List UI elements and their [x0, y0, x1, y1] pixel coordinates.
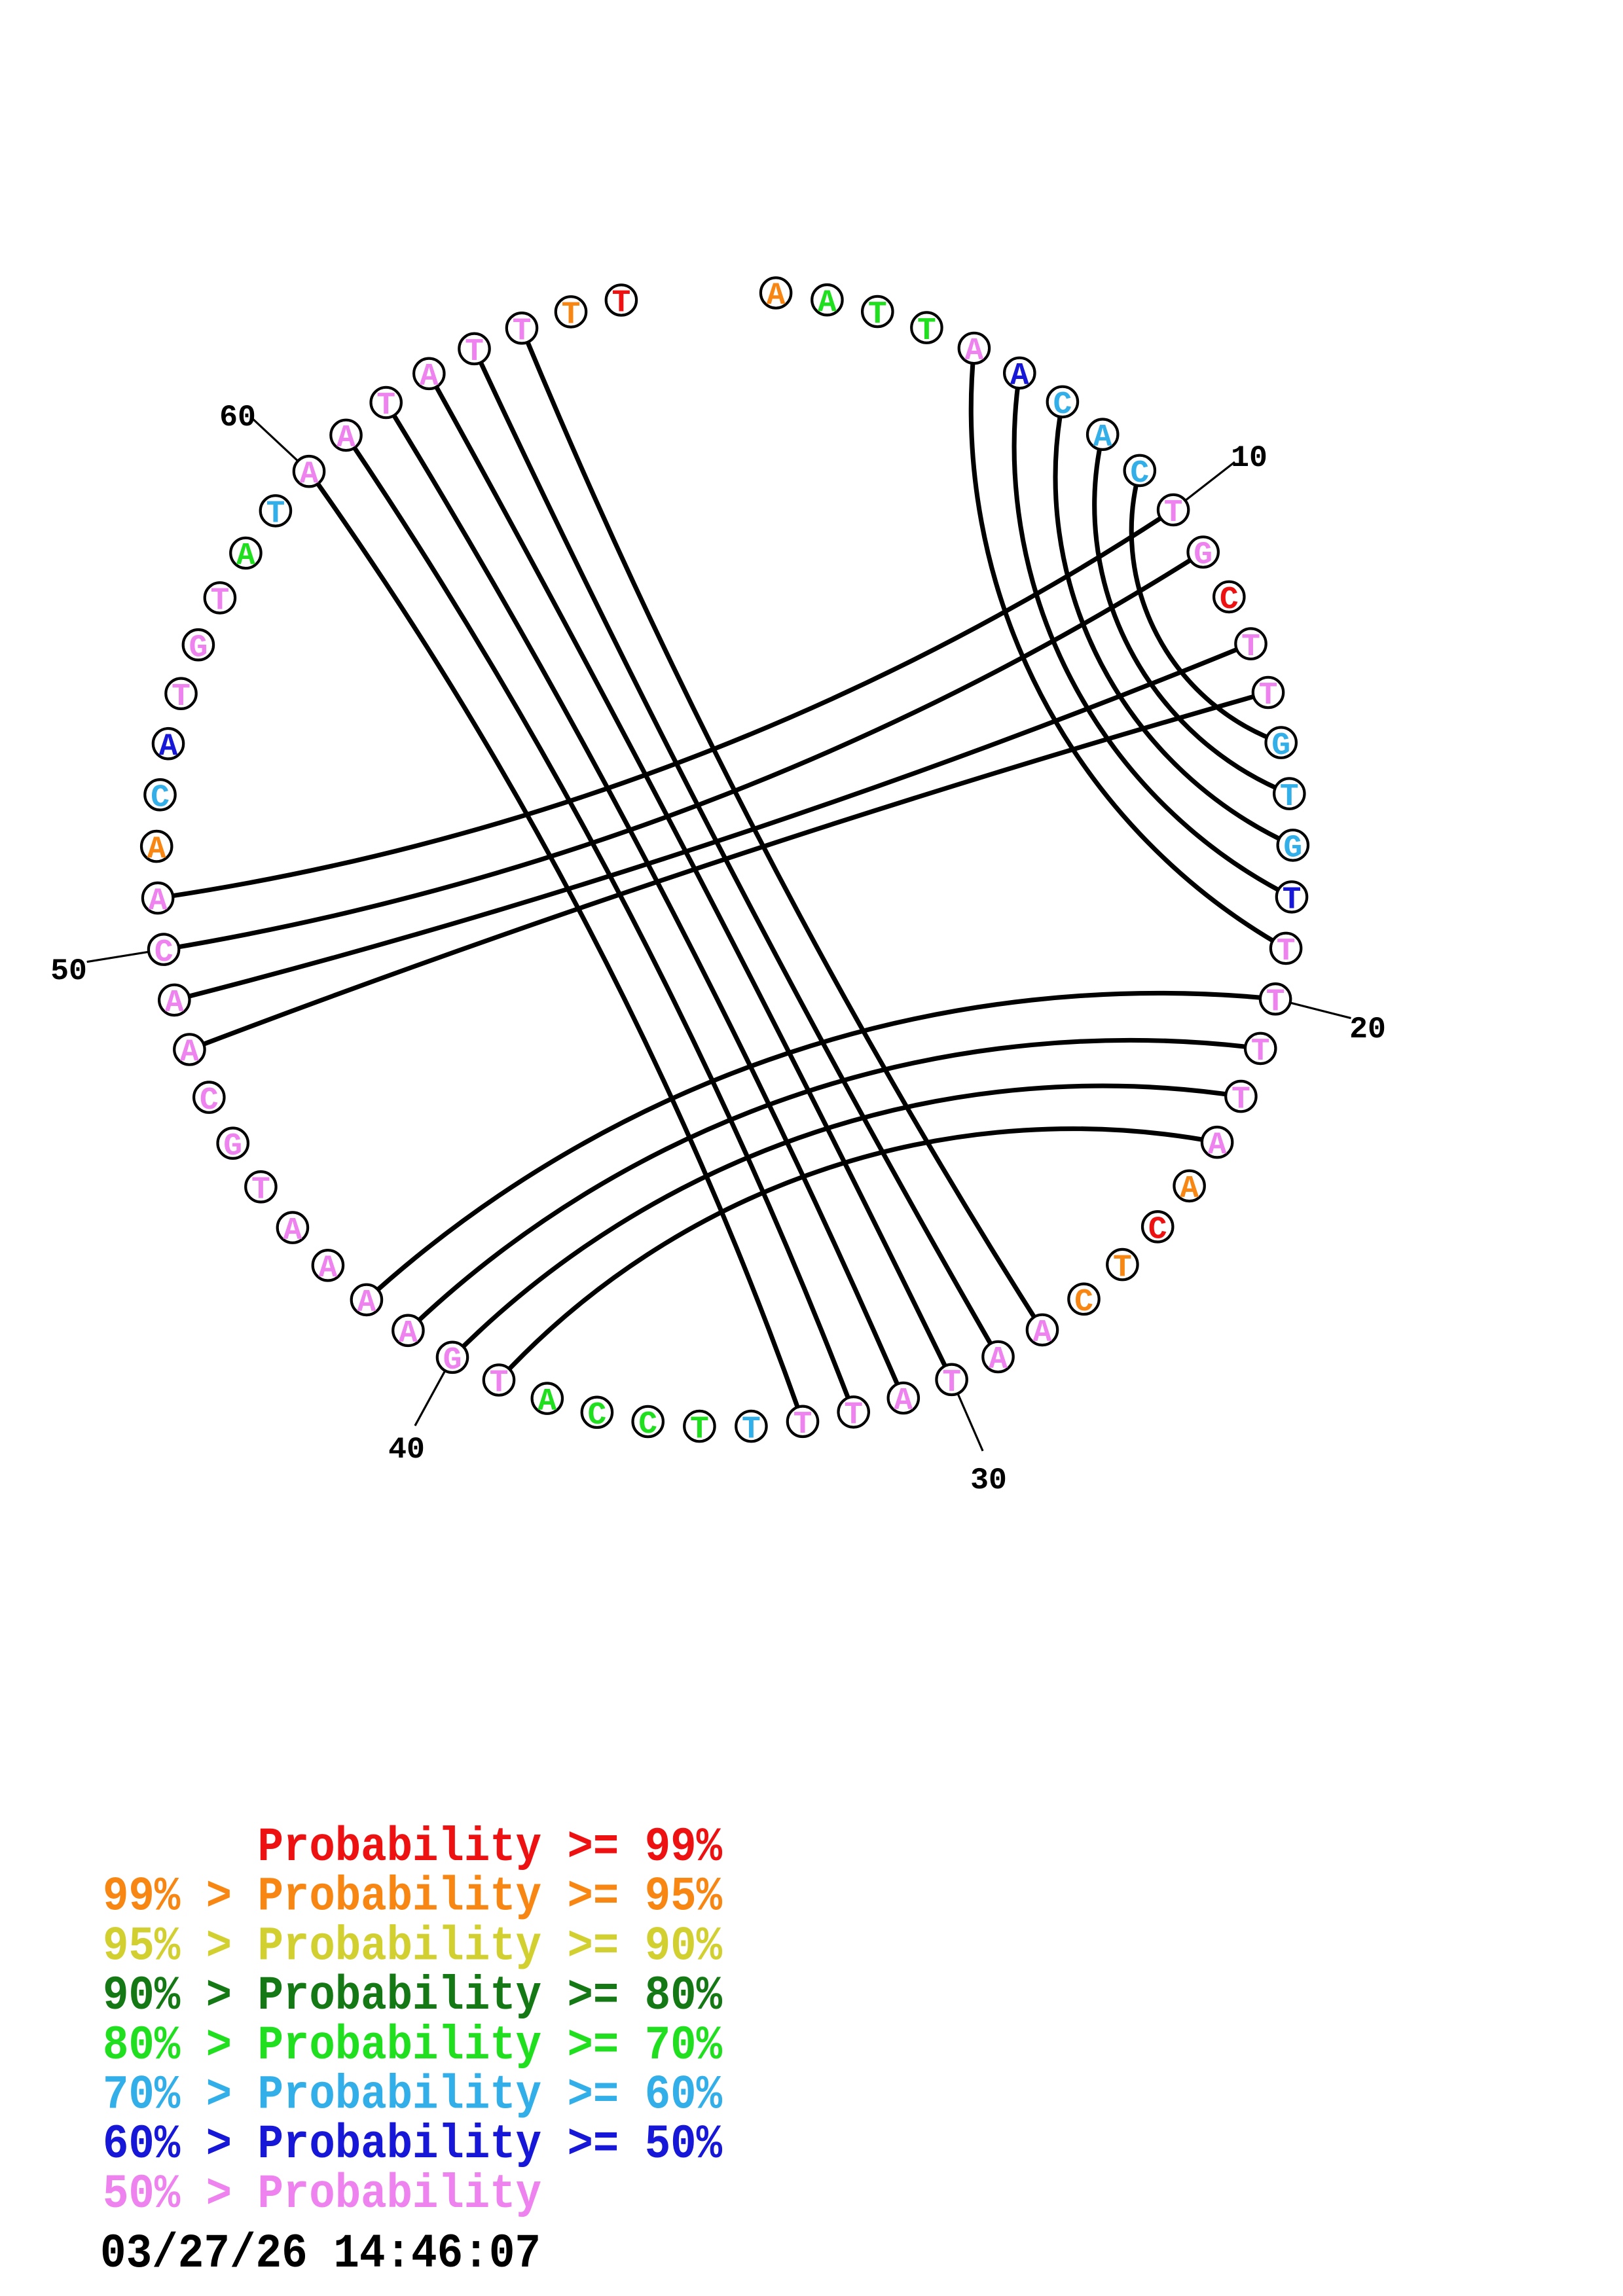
svg-text:99% > Probability >= 95%: 99% > Probability >= 95%: [103, 1870, 722, 1924]
svg-text:C: C: [200, 1083, 219, 1119]
svg-text:T: T: [1251, 1034, 1270, 1069]
svg-text:T: T: [844, 1398, 863, 1433]
svg-text:T: T: [251, 1173, 270, 1208]
svg-text:T: T: [742, 1412, 761, 1447]
svg-text:A: A: [1180, 1172, 1199, 1207]
svg-text:50: 50: [50, 954, 87, 988]
svg-text:A: A: [894, 1384, 913, 1419]
svg-text:G: G: [223, 1129, 242, 1164]
svg-text:A: A: [149, 884, 168, 919]
svg-text:G: G: [1271, 728, 1290, 764]
svg-text:G: G: [189, 630, 208, 666]
svg-text:95% > Probability >= 90%: 95% > Probability >= 90%: [103, 1919, 722, 1973]
svg-text:A: A: [767, 279, 786, 314]
svg-text:T: T: [210, 584, 229, 619]
svg-text:C: C: [1074, 1285, 1093, 1320]
svg-text:T: T: [793, 1407, 812, 1443]
svg-text:T: T: [1259, 678, 1278, 713]
svg-text:A: A: [1033, 1316, 1052, 1351]
svg-text:A: A: [300, 457, 319, 492]
svg-text:T: T: [1241, 630, 1260, 665]
svg-text:A: A: [989, 1342, 1008, 1378]
svg-text:T: T: [1283, 883, 1302, 918]
svg-text:A: A: [818, 285, 837, 321]
svg-text:T: T: [1113, 1250, 1132, 1285]
svg-text:T: T: [562, 298, 581, 333]
svg-text:C: C: [1148, 1213, 1167, 1248]
svg-text:T: T: [690, 1412, 709, 1447]
svg-text:T: T: [513, 314, 532, 350]
svg-text:50% > Probability: 50% > Probability: [103, 2167, 541, 2221]
svg-text:T: T: [465, 334, 484, 370]
svg-text:60% > Probability >= 50%: 60% > Probability >= 50%: [103, 2117, 722, 2172]
svg-text:A: A: [420, 359, 439, 395]
svg-text:T: T: [1277, 934, 1296, 969]
svg-text:C: C: [587, 1398, 606, 1433]
svg-text:80% > Probability >= 70%: 80% > Probability >= 70%: [103, 2018, 722, 2073]
svg-text:A: A: [337, 421, 356, 456]
svg-text:03/27/26 14:46:07: 03/27/26 14:46:07: [100, 2227, 541, 2281]
svg-text:T: T: [1164, 495, 1183, 531]
svg-text:A: A: [1093, 420, 1112, 456]
svg-text:G: G: [443, 1343, 462, 1378]
svg-text:T: T: [266, 497, 285, 532]
svg-text:T: T: [1280, 780, 1299, 815]
svg-text:T: T: [917, 314, 936, 349]
svg-text:70% > Probability >= 60%: 70% > Probability >= 60%: [103, 2068, 722, 2123]
svg-text:A: A: [283, 1213, 302, 1249]
svg-text:A: A: [318, 1251, 337, 1287]
svg-text:A: A: [357, 1285, 376, 1321]
svg-text:T: T: [376, 388, 395, 423]
svg-text:A: A: [1208, 1128, 1227, 1163]
svg-text:40: 40: [388, 1432, 425, 1467]
svg-text:Probability >= 99%: Probability >= 99%: [103, 1820, 722, 1874]
svg-text:10: 10: [1231, 440, 1267, 475]
svg-text:90% > Probability >= 80%: 90% > Probability >= 80%: [103, 1969, 722, 2023]
svg-text:C: C: [1053, 387, 1072, 423]
svg-text:C: C: [1130, 456, 1149, 492]
svg-text:A: A: [538, 1384, 556, 1420]
svg-text:G: G: [1283, 831, 1302, 867]
svg-text:30: 30: [970, 1463, 1007, 1498]
svg-text:A: A: [147, 832, 166, 867]
svg-text:A: A: [1010, 359, 1029, 394]
svg-text:A: A: [159, 729, 178, 764]
svg-text:T: T: [1266, 985, 1285, 1020]
svg-text:C: C: [151, 781, 170, 816]
svg-text:20: 20: [1349, 1012, 1386, 1047]
svg-text:A: A: [399, 1316, 418, 1352]
svg-text:60: 60: [219, 400, 256, 435]
svg-text:C: C: [1220, 583, 1239, 618]
svg-text:T: T: [868, 297, 887, 332]
svg-text:A: A: [180, 1035, 199, 1071]
svg-text:G: G: [1194, 538, 1213, 573]
svg-text:C: C: [638, 1407, 657, 1443]
svg-text:T: T: [1231, 1082, 1250, 1117]
svg-text:A: A: [236, 539, 255, 574]
svg-text:A: A: [165, 986, 184, 1021]
svg-text:A: A: [964, 334, 983, 369]
svg-text:T: T: [611, 286, 630, 321]
svg-text:T: T: [490, 1366, 509, 1401]
svg-text:C: C: [155, 935, 173, 971]
svg-text:T: T: [942, 1365, 961, 1401]
svg-text:T: T: [172, 679, 191, 715]
